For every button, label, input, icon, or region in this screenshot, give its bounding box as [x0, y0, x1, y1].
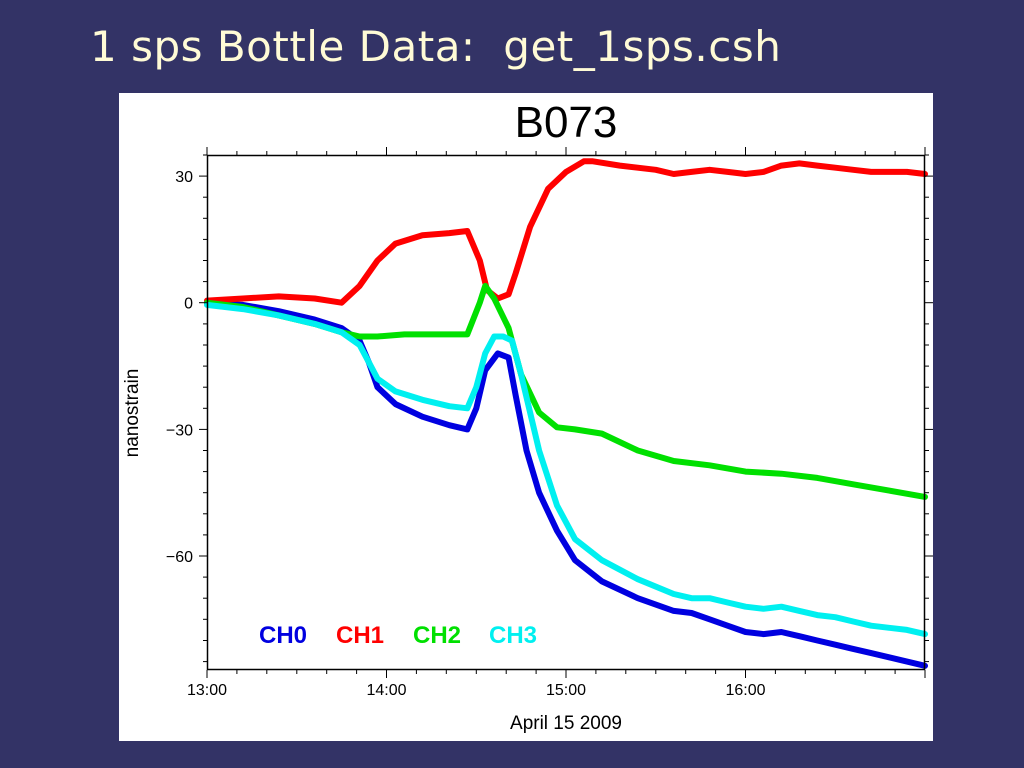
plot-frame: [206, 154, 926, 671]
y-tick-label: −30: [166, 422, 193, 439]
x-tick-label: 13:00: [187, 682, 227, 699]
series-line-ch3: [204, 301, 928, 638]
y-tick-label: 30: [175, 169, 193, 186]
legend: CH0 CH1 CH2 CH3: [259, 622, 537, 649]
legend-item-ch1: CH1: [336, 622, 384, 649]
chart-title: B073: [515, 98, 618, 147]
legend-item-ch0: CH0: [259, 622, 307, 649]
series-line-ch0: [204, 299, 928, 669]
line-chart: B073 13:00 14:00 15:00 16:00 30 0 −30 −60 Apri…: [122, 98, 933, 734]
series-layer: [204, 158, 928, 669]
x-axis-label: April 15 2009: [510, 713, 622, 734]
legend-item-ch3: CH3: [489, 622, 537, 649]
chart-panel: B073 13:00 14:00 15:00 16:00 30 0 −30 −60 Apri…: [119, 93, 933, 741]
x-tick-label: 15:00: [546, 682, 586, 699]
y-axis: 30 0 −30 −60: [166, 154, 933, 663]
series-line-ch1: [204, 158, 928, 306]
slide-title: 1 sps Bottle Data: get_1sps.csh: [90, 22, 782, 71]
y-tick-label: −60: [166, 549, 193, 566]
x-axis: 13:00 14:00 15:00 16:00: [187, 147, 926, 699]
x-tick-label: 14:00: [366, 682, 406, 699]
y-tick-label: 0: [184, 296, 193, 313]
legend-item-ch2: CH2: [413, 622, 461, 649]
x-tick-label: 16:00: [725, 682, 765, 699]
y-axis-label: nanostrain: [122, 369, 143, 458]
